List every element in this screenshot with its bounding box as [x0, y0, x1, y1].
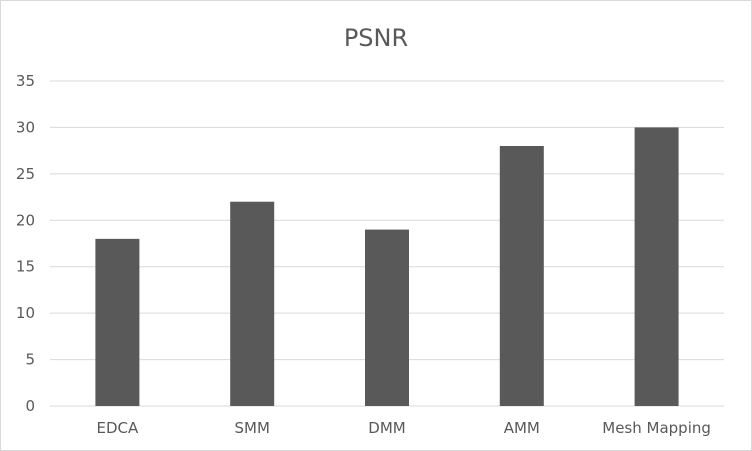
y-tick-label: 0	[25, 397, 35, 415]
bar-edca	[95, 238, 140, 406]
x-tick-label: SMM	[234, 419, 269, 437]
x-tick-label: EDCA	[97, 419, 140, 437]
y-tick-label: 25	[16, 165, 35, 183]
x-axis-ticks: EDCA SMM DMM AMM Mesh Mapping	[97, 419, 711, 437]
bar-dmm	[365, 229, 409, 406]
y-tick-label: 15	[16, 258, 35, 276]
bars	[95, 127, 679, 406]
bar-mesh-mapping	[634, 127, 679, 406]
bar-amm	[499, 146, 544, 406]
x-tick-label: Mesh Mapping	[602, 419, 711, 437]
y-tick-label: 35	[16, 72, 35, 90]
x-tick-label: AMM	[504, 419, 540, 437]
bar-smm	[230, 201, 275, 406]
y-tick-label: 20	[16, 211, 35, 229]
gridlines	[50, 80, 724, 407]
y-tick-label: 5	[25, 351, 35, 369]
chart-title: PSNR	[344, 24, 408, 52]
y-tick-label: 30	[16, 118, 35, 136]
y-tick-label: 10	[16, 304, 35, 322]
y-axis-ticks: 0 5 10 15 20 25 30 35	[16, 72, 35, 415]
x-tick-label: DMM	[368, 419, 405, 437]
